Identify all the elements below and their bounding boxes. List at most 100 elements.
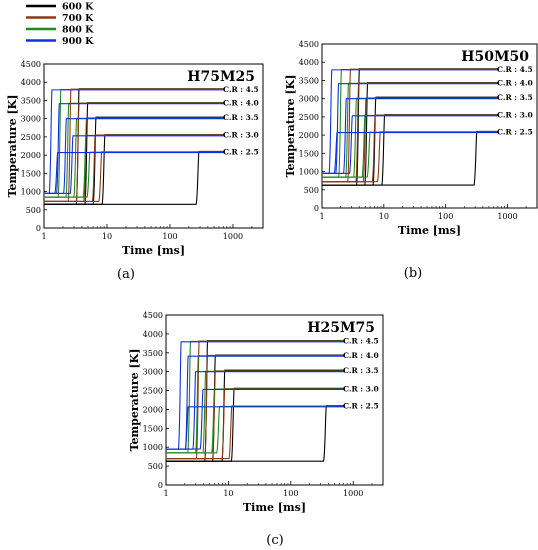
y-tick-label: 1000	[21, 188, 41, 197]
y-tick-label: 3000	[143, 368, 163, 377]
series-curve-2-cr-0	[166, 340, 345, 454]
cr-annotation: C.R : 2.5	[223, 147, 259, 156]
cr-annotation: C.R : 3.5	[497, 93, 533, 102]
series-curve-2-cr-1	[166, 355, 345, 454]
series-curve-0-cr-0	[166, 340, 345, 462]
cr-annotation: C.R : 3.0	[343, 384, 379, 393]
series-curve-3-cr-4	[44, 152, 224, 194]
panel-label: (a)	[117, 267, 135, 282]
cr-annotation: C.R : 4.5	[223, 85, 259, 94]
series-curve-3-cr-0	[166, 341, 345, 450]
y-tick-label: 2500	[143, 387, 163, 396]
cr-annotation: C.R : 2.5	[497, 127, 533, 136]
cr-annotation: C.R : 3.0	[223, 131, 259, 140]
cr-annotation: C.R : 4.5	[343, 337, 379, 346]
x-tick-label: 10	[102, 232, 112, 241]
x-tick-label: 100	[283, 489, 298, 498]
x-axis-label: Time [ms]	[243, 501, 306, 514]
y-tick-label: 4500	[143, 311, 163, 320]
y-tick-label: 2000	[143, 405, 163, 414]
cr-annotation: C.R : 4.5	[497, 65, 533, 74]
series-curve-3-cr-0	[322, 69, 499, 174]
series-curve-0-cr-0	[322, 68, 499, 186]
y-tick-label: 3500	[299, 76, 319, 85]
y-tick-label: 1500	[299, 149, 319, 158]
series-curve-3-cr-0	[44, 89, 224, 194]
y-tick-label: 500	[304, 186, 319, 195]
panel-label: (c)	[266, 533, 283, 548]
series-curve-3-cr-4	[166, 406, 345, 450]
y-tick-label: 1000	[143, 443, 163, 452]
series-curve-3-cr-2	[322, 98, 499, 174]
legend-label-0: 600 K	[62, 2, 94, 13]
y-axis-label: Temperature [K]	[6, 95, 19, 198]
x-tick-label: 1000	[223, 232, 243, 241]
y-axis-label: Temperature [K]	[128, 349, 141, 452]
series-curve-1-cr-0	[322, 68, 499, 183]
y-tick-label: 4000	[299, 58, 319, 67]
y-tick-label: 2500	[299, 113, 319, 122]
x-axis-label: Time [ms]	[122, 244, 185, 257]
cr-annotation: C.R : 4.0	[497, 79, 533, 88]
y-tick-label: 2500	[21, 133, 41, 142]
cr-annotation: C.R : 2.5	[343, 402, 379, 411]
series-curve-1-cr-4	[166, 405, 345, 460]
y-tick-label: 500	[26, 206, 41, 215]
y-tick-label: 3000	[21, 115, 41, 124]
series-curve-1-cr-2	[166, 370, 345, 460]
y-axis-label: Temperature [K]	[284, 75, 297, 178]
x-tick-label: 10	[223, 489, 233, 498]
x-tick-label: 100	[438, 212, 453, 221]
panel-title: H50M50	[461, 49, 529, 65]
x-tick-label: 1	[319, 212, 324, 221]
panel-1: 0 500 1000 1500 2000 2500 3000 3500 4000 4500 1 10 1…	[284, 40, 538, 281]
y-tick-label: 4000	[143, 330, 163, 339]
series-curve-3-cr-3	[322, 115, 499, 174]
y-tick-label: 2000	[299, 131, 319, 140]
y-tick-label: 500	[148, 462, 163, 471]
series-curve-3-cr-4	[322, 132, 499, 174]
x-tick-label: 10	[379, 212, 389, 221]
y-tick-label: 1500	[143, 424, 163, 433]
panel-title: H75M25	[187, 69, 255, 85]
series-curve-3-cr-2	[166, 371, 345, 450]
series-curve-2-cr-1	[322, 82, 499, 178]
series-curve-3-cr-3	[44, 135, 224, 194]
cr-annotation: C.R : 4.0	[223, 99, 259, 108]
x-axis-label: Time [ms]	[398, 224, 461, 237]
series-curve-2-cr-0	[44, 88, 224, 198]
y-tick-label: 4500	[21, 60, 41, 69]
series-curve-1-cr-0	[44, 88, 224, 202]
y-tick-label: 3000	[299, 95, 319, 104]
series-curve-2-cr-3	[166, 388, 345, 454]
y-tick-label: 3500	[143, 349, 163, 358]
series-curve-3-cr-1	[44, 103, 224, 194]
panel-0: 0 500 1000 1500 2000 2500 3000 3500 4000 4500 1 10 1…	[6, 60, 264, 282]
x-tick-label: 100	[162, 232, 177, 241]
x-tick-label: 1	[163, 489, 168, 498]
series-curve-2-cr-2	[166, 370, 345, 454]
series-curve-2-cr-1	[44, 102, 224, 198]
series-curve-2-cr-0	[322, 68, 499, 178]
series-curve-3-cr-2	[44, 118, 224, 194]
plot-frame	[43, 63, 264, 229]
x-tick-label: 1	[41, 232, 46, 241]
legend-label-2: 800 K	[62, 25, 94, 36]
y-tick-label: 1000	[299, 168, 319, 177]
y-tick-label: 4500	[299, 40, 319, 49]
series-curve-3-cr-1	[322, 83, 499, 174]
y-tick-label: 0	[314, 204, 319, 213]
panel-label: (b)	[404, 266, 422, 281]
cr-annotation: C.R : 3.0	[497, 111, 533, 120]
legend-label-3: 900 K	[62, 36, 94, 47]
panel-2: 0 500 1000 1500 2000 2500 3000 3500 4000 4500 1 10 1…	[128, 311, 384, 548]
y-tick-label: 0	[36, 224, 41, 233]
y-tick-label: 1500	[21, 169, 41, 178]
panel-title: H25M75	[307, 320, 375, 336]
y-tick-label: 4000	[21, 78, 41, 87]
x-tick-label: 1000	[343, 489, 363, 498]
cr-annotation: C.R : 4.0	[343, 351, 379, 360]
